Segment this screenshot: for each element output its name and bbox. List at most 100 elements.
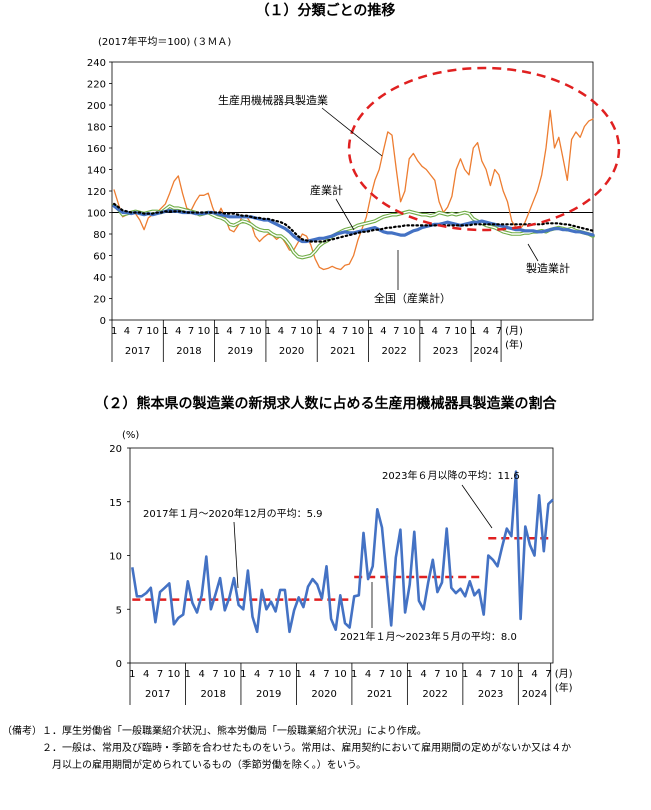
x-tick-label: 4 [420,669,426,680]
year-label: 2018 [176,346,201,357]
x-tick-label: 1 [296,669,302,680]
x-tick-label: 1 [367,326,373,337]
year-label: 2019 [228,346,253,357]
x-tick-label: 10 [334,669,347,680]
x-tick-label: 4 [143,669,149,680]
y-tick-label: 0 [116,659,122,670]
x-tick-label: 10 [249,326,262,337]
y-tick-label: 5 [116,605,122,616]
year-label: 2020 [279,346,304,357]
plot-frame [111,61,594,321]
x-tick-label: 10 [146,326,159,337]
year-label: 2018 [200,689,225,700]
annotation-zenkoku: 全国（産業計） [374,291,451,305]
x-tick-label: 10 [223,669,236,680]
year-label: 2017 [145,689,170,700]
annotation-sangyo: 産業計 [310,183,343,197]
leader-average-3 [461,484,493,529]
average-label-2: 2021年１月～2023年５月の平均：8.0 [340,630,517,643]
year-label: 2021 [367,689,392,700]
average-label-1: 2017年１月～2020年12月の平均：5.9 [143,507,323,520]
y-tick-label: 60 [93,252,106,263]
year-label: 2021 [330,346,355,357]
x-tick-label: 1 [265,326,271,337]
y-tick-label: 200 [87,101,106,112]
year-label: 2024 [473,346,498,357]
x-tick-label: 7 [545,669,551,680]
y-tick-label: 10 [109,552,122,563]
x-tick-label: 7 [444,326,450,337]
x-tick-label: 10 [454,326,467,337]
chart2: (%) 0 5 10 15 20 2017年１月～2020年12月の平均：5.9 2021年１… [109,430,573,705]
x-tick-label: 4 [226,326,232,337]
x-tick-label: 10 [500,669,513,680]
note-line: （備考）１．厚生労働省「一般職業紹介状況」、熊本労働局「一般職業紹介状況」により… [2,726,427,737]
x-tick-label: 7 [379,669,385,680]
y-tick-label: 140 [87,166,106,177]
x-tick-label: 4 [531,669,537,680]
x-tick-label: 1 [517,669,523,680]
x-tick-label: 4 [432,326,438,337]
highlight-ellipse [347,66,621,232]
y-tick-label: 20 [109,444,122,455]
series-seisan-line [113,109,594,271]
x-tick-label: 7 [393,326,399,337]
x-tick-label: 4 [254,669,260,680]
x-tick-label: 4 [380,326,386,337]
y-axis-label: (%) [122,430,139,441]
chart2-title: （２）熊本県の製造業の新規求人数に占める生産用機械器具製造業の割合 [94,396,557,412]
x-tick-label: 4 [329,326,335,337]
y-tick-label: 100 [87,209,106,220]
y-tick-label: 160 [87,144,106,155]
x-tick-label: 1 [214,326,220,337]
leader-sangyo [335,198,355,231]
x-tick-label: 1 [111,326,117,337]
x-tick-label: 1 [162,326,168,337]
year-label: 2020 [311,689,336,700]
x-tick-label: 7 [496,326,502,337]
x-tick-label: 1 [129,669,135,680]
x-tick-label: 7 [268,669,274,680]
x-tick-label: 7 [157,669,163,680]
x-tick-label: 7 [342,326,348,337]
series-ratio-line [131,470,554,634]
x-tick-label: 4 [198,669,204,680]
x-tick-label: 1 [316,326,322,337]
y-tick-label: 15 [109,498,122,509]
leader-average-1 [233,521,239,589]
x-tick-label: 10 [279,669,292,680]
year-label: 2023 [478,689,503,700]
x-tick-label: 1 [462,669,468,680]
year-unit: (年) [555,681,573,694]
year-label: 2019 [256,689,281,700]
x-tick-label: 7 [323,669,329,680]
y-tick-label: 40 [93,273,106,284]
x-tick-label: 10 [300,326,313,337]
note-line: ２．一般は、常用及び臨時・季節を合わせたものをいう。常用は、雇用契約において雇用… [2,743,572,754]
y-tick-label: 20 [93,295,106,306]
x-tick-label: 4 [476,669,482,680]
month-unit: (月) [555,668,573,680]
y-tick-label: 120 [87,187,106,198]
year-label: 2022 [422,689,447,700]
x-tick-label: 10 [168,669,181,680]
x-tick-label: 10 [403,326,416,337]
month-unit: (月) [505,325,523,337]
year-label: 2022 [381,346,406,357]
y-tick-label: 220 [87,80,106,91]
x-tick-label: 7 [291,326,297,337]
year-label: 2023 [433,346,458,357]
year-unit: (年) [505,338,523,351]
x-tick-label: 7 [490,669,496,680]
x-tick-label: 1 [470,326,476,337]
x-tick-label: 7 [239,326,245,337]
leader-seisan [321,107,383,157]
x-tick-label: 10 [389,669,402,680]
x-tick-label: 10 [445,669,458,680]
chart1: (2017年平均＝100) (３ＭＡ) 0 20 40 60 80 100 120 140 160… [87,35,621,362]
x-tick-label: 7 [212,669,218,680]
y-tick-label: 80 [93,230,106,241]
y-axis-label: (2017年平均＝100) (３ＭＡ) [98,35,231,48]
x-tick-label: 7 [137,326,143,337]
x-tick-label: 4 [365,669,371,680]
